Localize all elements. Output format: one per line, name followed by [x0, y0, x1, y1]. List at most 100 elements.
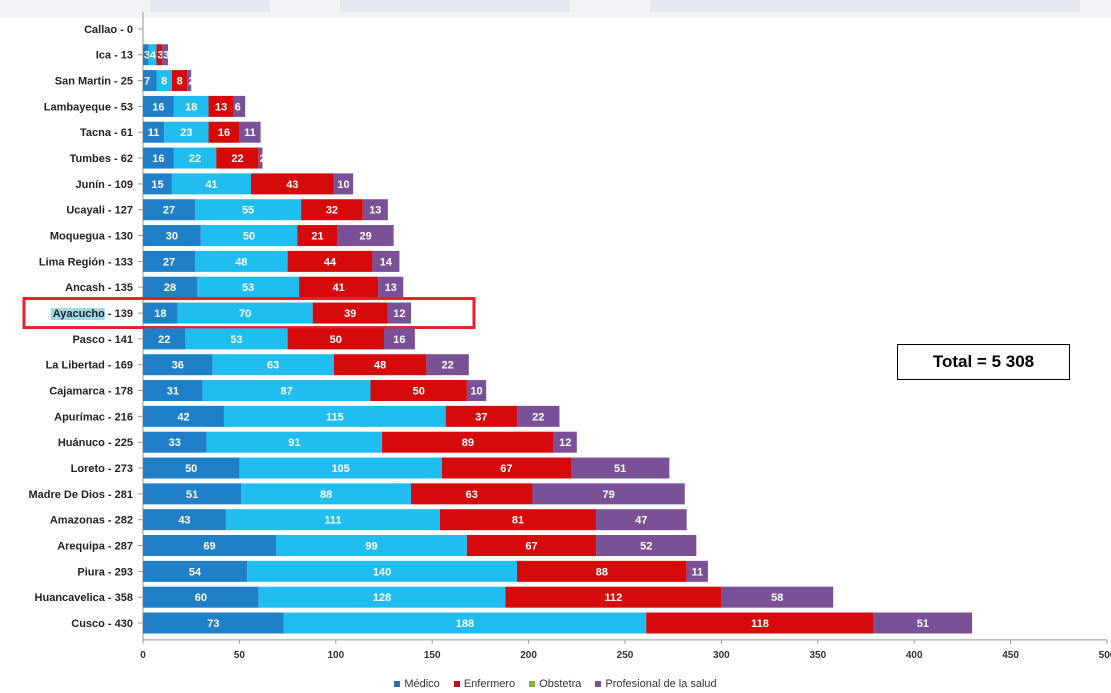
data-label: 73: [207, 618, 219, 630]
category-label: Huánuco - 225: [58, 437, 133, 449]
x-tick-label: 100: [327, 650, 344, 661]
bar-segment-m-dico: [143, 586, 259, 608]
data-label: 89: [462, 437, 474, 449]
header-band-block: [340, 0, 570, 12]
data-label: 51: [186, 489, 198, 501]
data-label: 48: [374, 360, 386, 372]
data-label: 118: [751, 618, 769, 630]
data-label: 29: [360, 231, 372, 243]
data-label: 60: [195, 592, 207, 604]
legend-item-enfermero: Enfermero: [453, 678, 515, 690]
bar-segment-enfermero: [202, 380, 371, 402]
data-label: 69: [203, 541, 215, 553]
category-label: Ayacucho - 139: [53, 308, 133, 320]
data-label: 70: [239, 308, 251, 320]
bar-segment-profesional-de-la-salud: [721, 586, 834, 608]
data-label: 12: [393, 308, 405, 320]
bar-segment-obstetra: [297, 225, 338, 247]
bar-segment-profesional-de-la-salud: [873, 612, 973, 634]
data-label: 22: [532, 411, 544, 423]
category-label: Madre De Dios - 281: [28, 489, 133, 501]
data-label: 55: [242, 205, 254, 217]
data-label: 63: [267, 360, 279, 372]
bar-segment-obstetra: [171, 70, 188, 92]
bar-segment-obstetra: [301, 199, 363, 221]
bar-segment-enfermero: [223, 405, 446, 427]
bar-segment-profesional-de-la-salud: [258, 147, 263, 169]
bar-segment-enfermero: [225, 509, 440, 531]
legend-swatch: [529, 681, 536, 687]
bar-segment-obstetra: [299, 276, 379, 298]
x-tick-label: 200: [520, 650, 537, 661]
category-label: Ucayali - 127: [66, 205, 133, 217]
bar-segment-obstetra: [466, 535, 597, 557]
data-label: 67: [500, 463, 512, 475]
category-label: Apurímac - 216: [54, 411, 133, 423]
category-label: Tumbes - 62: [70, 153, 133, 165]
data-label: 2: [188, 76, 194, 88]
category-label: Cusco - 430: [71, 618, 133, 630]
legend-item-obstetra: Obstetra: [529, 678, 581, 690]
bar-segment-enfermero: [206, 431, 383, 453]
bar-segment-enfermero: [195, 250, 288, 272]
data-label: 33: [169, 437, 181, 449]
category-label: Moquegua - 130: [50, 231, 133, 243]
data-label: 21: [311, 231, 323, 243]
bar-segment-profesional-de-la-salud: [553, 431, 577, 453]
bar-segment-m-dico: [143, 328, 186, 350]
category-label: Lambayeque - 53: [44, 101, 133, 113]
data-label: 2: [260, 153, 266, 165]
bar-segment-profesional-de-la-salud: [532, 483, 685, 505]
bar-segment-m-dico: [143, 457, 240, 479]
header-band: [0, 0, 1111, 18]
data-label: 43: [178, 515, 190, 527]
data-label: 54: [189, 566, 202, 578]
bar-segment-m-dico: [143, 70, 157, 92]
bar-segment-enfermero: [171, 173, 251, 195]
data-label: 39: [344, 308, 356, 320]
bar-segment-m-dico: [143, 199, 196, 221]
bar-segment-enfermero: [173, 95, 209, 117]
data-label: 11: [148, 127, 160, 139]
data-label: 10: [337, 179, 349, 191]
bar-segment-profesional-de-la-salud: [362, 199, 388, 221]
bar-segment-m-dico: [143, 225, 201, 247]
data-label: 53: [242, 282, 254, 294]
data-label: 22: [189, 153, 201, 165]
bar-segment-profesional-de-la-salud: [333, 173, 354, 195]
bar-segment-m-dico: [143, 405, 224, 427]
data-label: 58: [771, 592, 783, 604]
data-label: 32: [326, 205, 338, 217]
x-tick-label: 500: [1099, 650, 1111, 661]
bar-segment-obstetra: [287, 250, 373, 272]
data-label: 31: [167, 386, 179, 398]
data-label: 15: [151, 179, 163, 191]
x-tick-label: 50: [234, 650, 246, 661]
bar-segment-profesional-de-la-salud: [426, 354, 469, 376]
bar-segment-profesional-de-la-salud: [378, 276, 404, 298]
bar-segment-obstetra: [410, 483, 533, 505]
legend-item-profesional: Profesional de la salud: [595, 678, 717, 690]
total-text: Total = 5 308: [932, 352, 1035, 371]
data-label: 37: [475, 411, 487, 423]
category-label: Amazonas - 282: [50, 515, 133, 527]
highlight-box: [22, 297, 476, 330]
data-label: 10: [470, 386, 482, 398]
bar-segment-enfermero: [283, 612, 647, 634]
data-label: 128: [373, 592, 391, 604]
data-label: 16: [152, 101, 164, 113]
data-label: 27: [163, 205, 175, 217]
x-tick-label: 450: [1002, 650, 1019, 661]
data-label: 22: [158, 334, 170, 346]
bar-segment-m-dico: [143, 483, 242, 505]
bar-segment-obstetra: [517, 560, 687, 582]
header-band-block: [150, 0, 270, 12]
header-band-block: [650, 0, 1080, 12]
bar-segment-profesional-de-la-salud: [686, 560, 708, 582]
data-label: 50: [330, 334, 342, 346]
x-tick-label: 400: [906, 650, 923, 661]
bar-segment-profesional-de-la-salud: [337, 225, 394, 247]
data-label: 43: [286, 179, 298, 191]
data-label: 6: [235, 101, 241, 113]
